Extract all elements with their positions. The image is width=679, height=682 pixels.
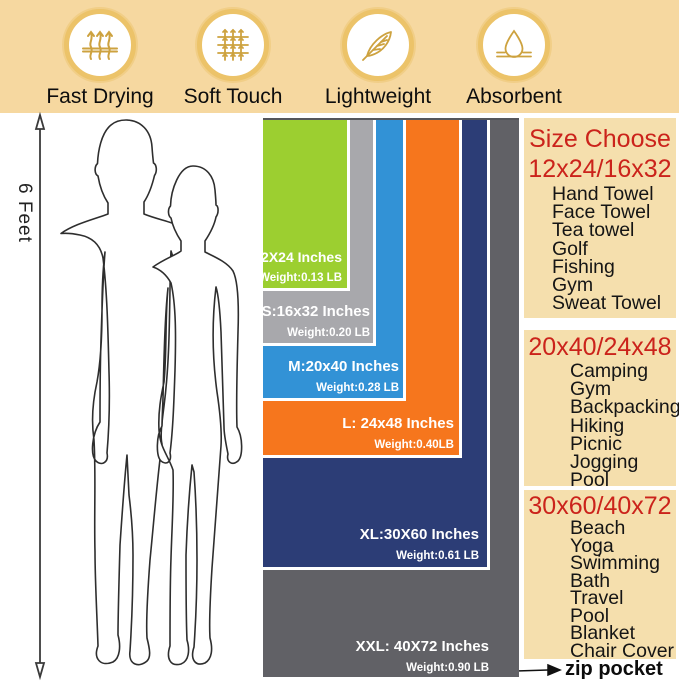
size-rect-xs: XS:12X24 Inches Weight:0.13 LB [230,120,350,291]
use-item: Fishing [552,255,615,278]
panel-size-group: 30x60/40x72 [528,492,672,520]
use-item: Gym [570,378,612,401]
fast-drying-icon [82,30,118,60]
use-item: Gym [552,274,594,297]
panel-size-choose: Size Choose 12x24/16x32 Hand Towel Face … [524,118,676,318]
use-list: Beach Yoga Swimming Bath Travel Pool Bla… [570,517,676,662]
use-item: Yoga [570,534,614,557]
use-list: Camping Gym Backpacking Hiking Picnic Jo… [570,360,679,492]
use-item: Backpacking [570,396,679,419]
lightweight-badge [342,9,414,81]
feature-label: Lightweight [324,85,432,108]
feature-absorbent: Absorbent [444,0,584,113]
feature-banner: Fast Drying Soft Touch [0,0,679,113]
use-item: Camping [570,360,649,382]
size-rect-label: M:20x40 Inches Weight:0.28 LB [288,358,399,395]
use-item: Beach [570,517,626,539]
size-rect-label: XL:30X60 Inches Weight:0.61 LB [359,526,479,563]
use-item: Jogging [570,451,639,474]
feature-lightweight: Lightweight [308,0,448,113]
use-item: Hiking [570,414,625,437]
human-figures [60,119,243,666]
soft-touch-icon [217,28,249,61]
use-item: Pool [570,604,610,627]
height-ruler-arrow [34,111,46,681]
soft-touch-badge [197,9,269,81]
use-item: Blanket [570,622,636,644]
feature-fast-drying: Fast Drying [30,0,170,113]
absorbent-badge [478,9,550,81]
use-item: Pool [570,469,610,492]
use-item: Face Towel [552,201,651,224]
use-item: Bath [570,569,611,592]
zip-pocket-label: zip pocket [565,658,663,680]
use-item: Hand Towel [552,183,654,205]
size-rect-label: XXL: 40X72 Inches Weight:0.90 LB [355,638,489,675]
use-item: Swimming [570,552,660,574]
height-label: 6 Feet [14,183,35,243]
panel-medium-sizes: 20x40/24x48 Camping Gym Backpacking Hiki… [524,330,679,492]
use-item: Chair Cover [570,639,675,662]
feature-label: Absorbent [466,85,562,108]
panel-size-group: 12x24/16x32 [528,155,672,183]
panel-size-group: 20x40/24x48 [528,333,672,361]
fast-drying-badge [64,9,136,81]
size-rect-label: L: 24x48 Inches Weight:0.40LB [342,415,454,452]
size-rect-label: S:16x32 Inches Weight:0.20 LB [261,303,370,340]
feature-soft-touch: Soft Touch [163,0,303,113]
use-item: Picnic [570,432,623,455]
panel-heading: Size Choose [529,125,671,153]
size-comparison-chart: XXL: 40X72 Inches Weight:0.90 LB XL:30X6… [230,118,519,677]
panel-large-sizes: 30x60/40x72 Beach Yoga Swimming Bath Tra… [524,490,676,662]
lightweight-icon [362,31,392,61]
use-item: Tea towel [552,219,635,242]
size-rect-label: XS:12X24 Inches Weight:0.13 LB [229,249,342,284]
use-item: Sweat Towel [552,292,662,315]
use-item: Travel [570,587,624,609]
feature-label: Soft Touch [183,85,283,108]
feature-label: Fast Drying [46,85,154,108]
use-item: Golf [552,237,588,260]
woman-outline [152,165,243,666]
absorbent-icon [496,29,532,58]
use-list: Hand Towel Face Towel Tea towel Golf Fis… [552,183,676,315]
